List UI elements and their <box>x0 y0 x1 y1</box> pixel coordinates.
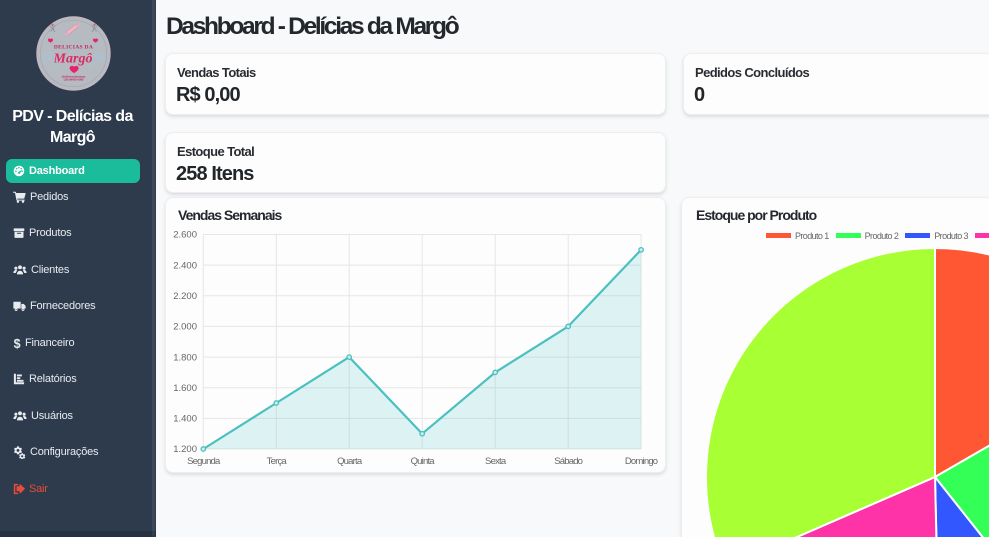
svg-text:DELICIAS DA: DELICIAS DA <box>54 45 93 51</box>
svg-text:2.000: 2.000 <box>173 322 197 333</box>
svg-text:(19) 99655-9085: (19) 99655-9085 <box>64 78 84 82</box>
svg-text:1.200: 1.200 <box>173 444 197 455</box>
svg-text:@deliciasdamargo: @deliciasdamargo <box>62 74 86 78</box>
svg-text:Sexta: Sexta <box>485 456 507 467</box>
svg-text:Quinta: Quinta <box>411 456 436 467</box>
svg-text:2.200: 2.200 <box>173 291 197 302</box>
svg-text:2.400: 2.400 <box>173 260 197 271</box>
svg-text:1.600: 1.600 <box>173 383 197 394</box>
svg-text:$: $ <box>14 337 21 350</box>
svg-text:2.600: 2.600 <box>173 230 197 241</box>
svg-text:Terça: Terça <box>267 456 288 467</box>
svg-text:Quarta: Quarta <box>337 456 363 467</box>
svg-text:1.400: 1.400 <box>173 414 197 425</box>
svg-text:Segunda: Segunda <box>187 456 221 467</box>
svg-text:Domingo: Domingo <box>625 456 658 467</box>
svg-text:Margô: Margô <box>53 52 93 67</box>
svg-text:1.800: 1.800 <box>173 352 197 363</box>
svg-text:Sábado: Sábado <box>554 456 582 467</box>
